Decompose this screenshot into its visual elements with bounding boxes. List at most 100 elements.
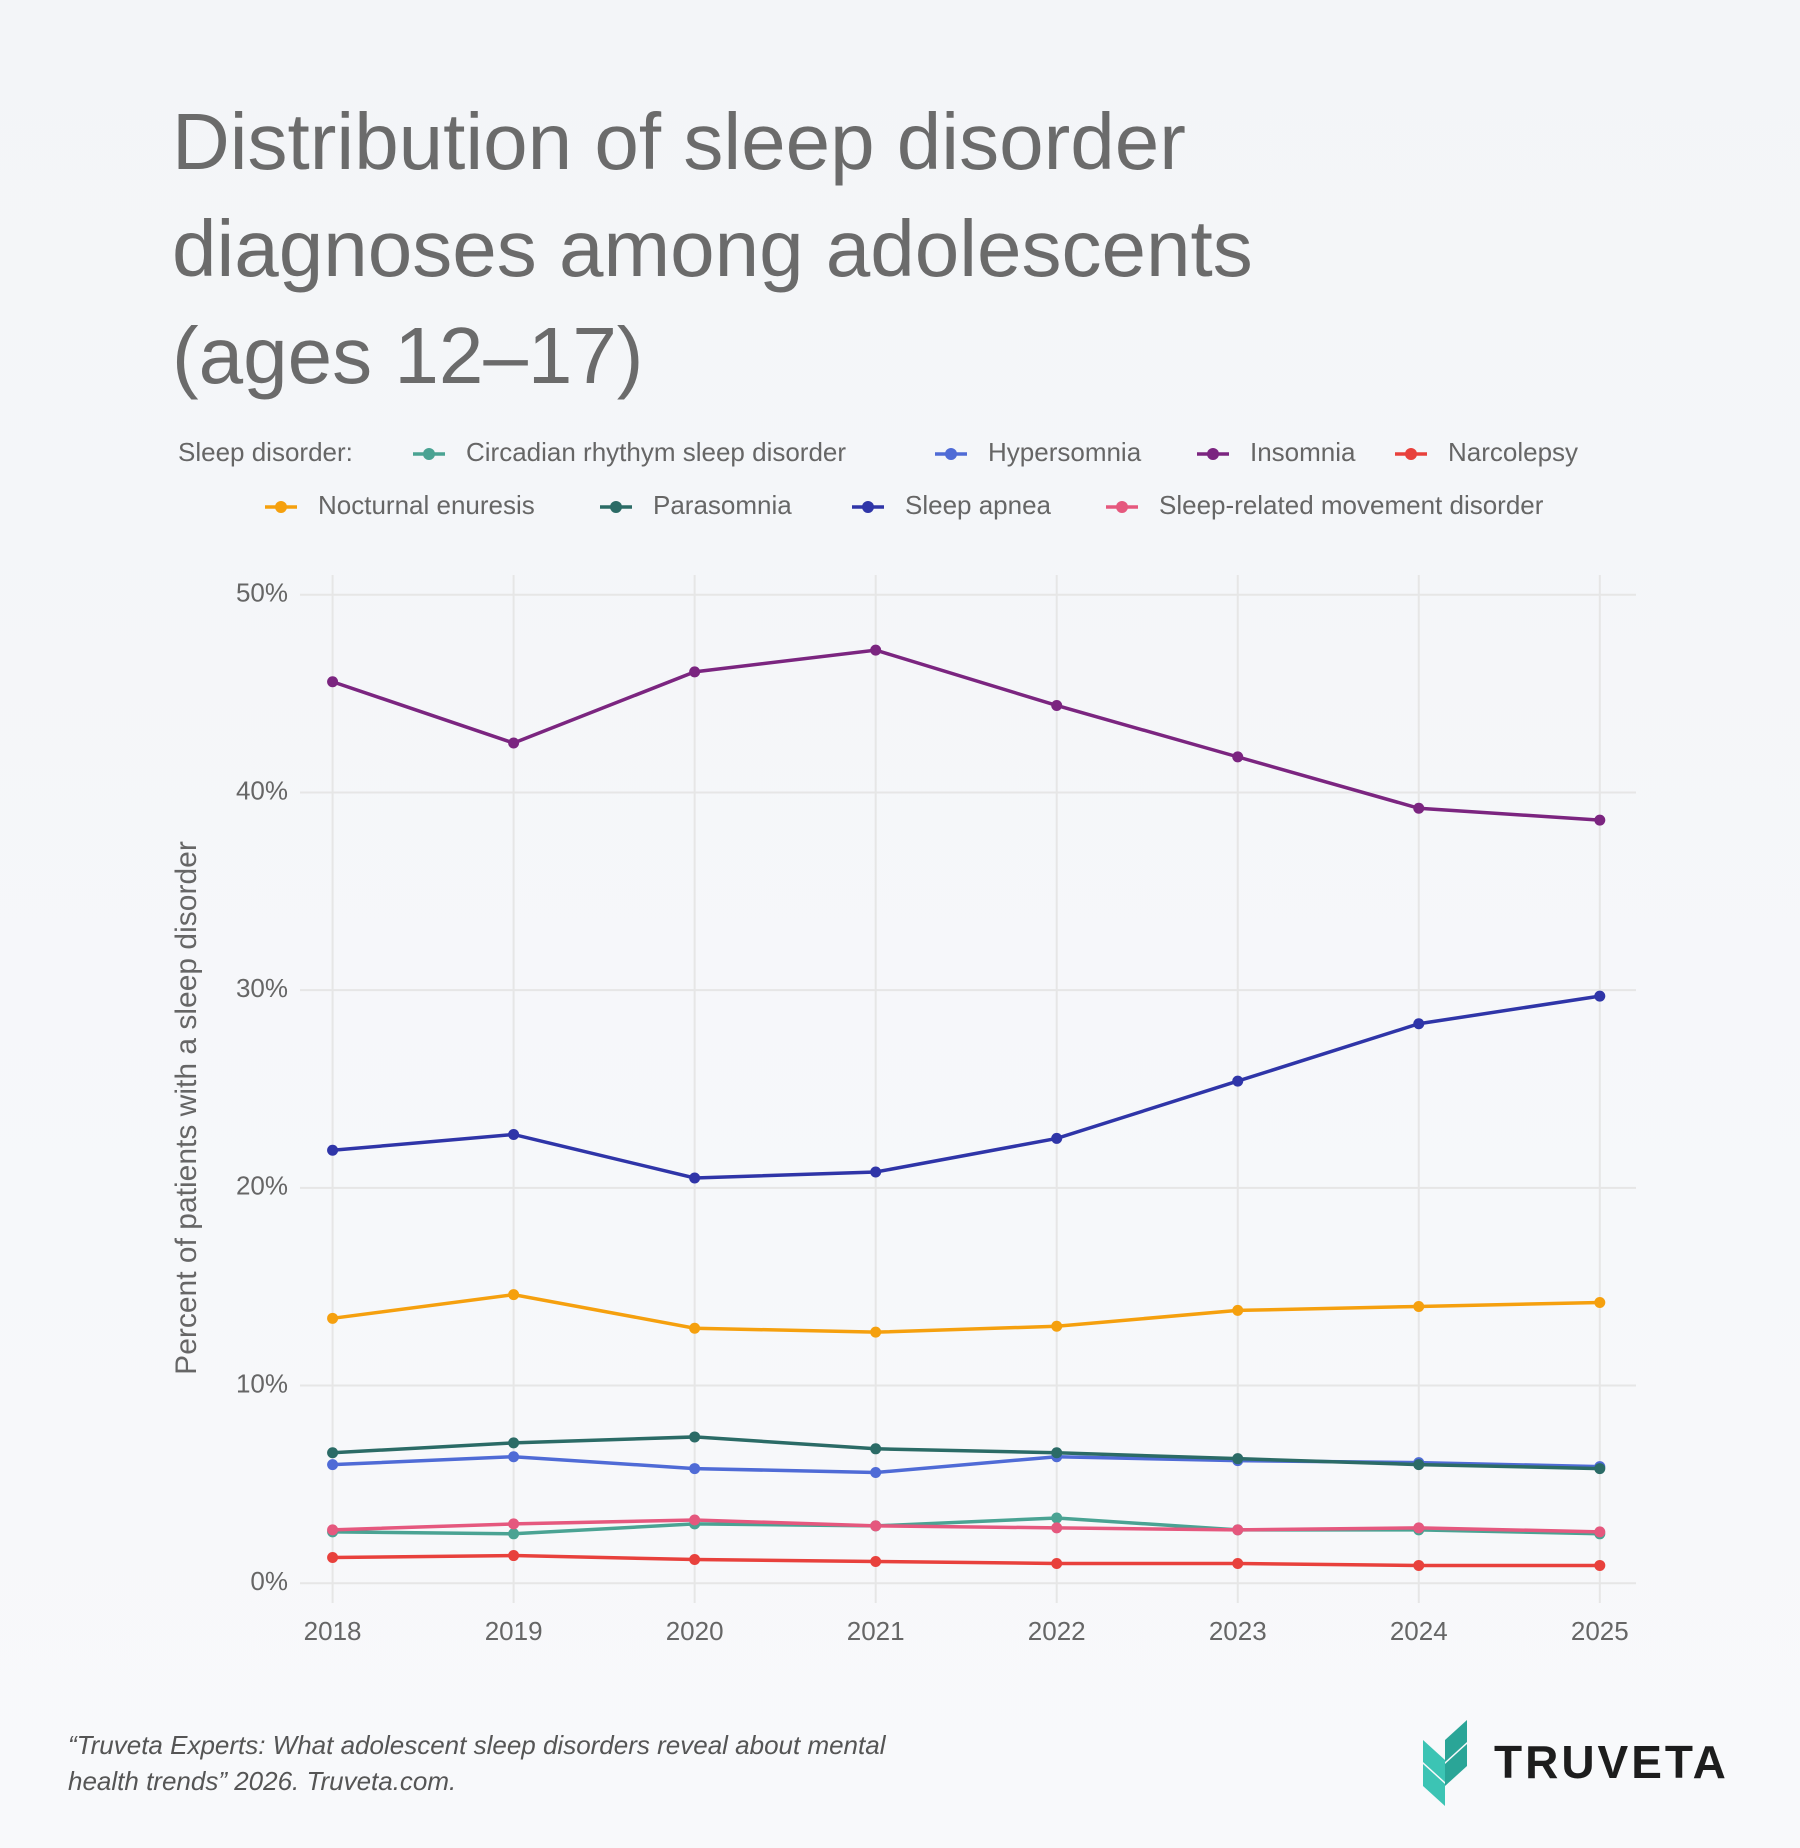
data-point — [1051, 1557, 1063, 1569]
data-point — [870, 1326, 882, 1338]
data-point — [689, 1463, 701, 1475]
legend-label: Narcolepsy — [1448, 437, 1578, 467]
data-point — [327, 1459, 339, 1471]
x-tick-label: 2020 — [666, 1616, 724, 1646]
x-tick-label: 2023 — [1209, 1616, 1267, 1646]
data-point — [1413, 802, 1425, 814]
data-point — [1051, 1522, 1063, 1534]
source-note: “Truveta Experts: What adolescent sleep … — [68, 1730, 886, 1796]
data-point — [508, 1128, 520, 1140]
legend-item: Nocturnal enuresis — [265, 490, 535, 520]
y-tick-label: 40% — [236, 775, 288, 805]
data-point — [1413, 1300, 1425, 1312]
legend-item: Insomnia — [1197, 437, 1356, 467]
data-point — [1051, 1447, 1063, 1459]
data-point — [327, 1312, 339, 1324]
y-tick-label: 10% — [236, 1368, 288, 1398]
legend-swatch — [1116, 501, 1128, 513]
data-point — [1051, 1132, 1063, 1144]
data-point — [1594, 1526, 1606, 1538]
data-point — [689, 1172, 701, 1184]
data-point — [508, 1437, 520, 1449]
data-point — [689, 1554, 701, 1566]
data-point — [327, 1552, 339, 1564]
legend-swatch — [1405, 448, 1417, 460]
x-tick-label: 2024 — [1390, 1616, 1448, 1646]
legend-swatch — [862, 501, 874, 513]
y-axis-title: Percent of patients with a sleep disorde… — [170, 841, 203, 1375]
legend-item: Hypersomnia — [935, 437, 1142, 467]
data-point — [1232, 1557, 1244, 1569]
x-tick-label: 2021 — [847, 1616, 905, 1646]
legend-label: Insomnia — [1250, 437, 1356, 467]
legend-label: Sleep-related movement disorder — [1159, 490, 1544, 520]
data-point — [1594, 1559, 1606, 1571]
data-point — [327, 1144, 339, 1156]
data-point — [1051, 1512, 1063, 1524]
data-point — [508, 1451, 520, 1463]
data-point — [1051, 1320, 1063, 1332]
data-point — [1413, 1522, 1425, 1534]
series-line — [332, 1435, 1600, 1471]
data-point — [1232, 1304, 1244, 1316]
data-point — [689, 1514, 701, 1526]
data-point — [1413, 1459, 1425, 1471]
data-point — [1594, 990, 1606, 1002]
data-point — [1594, 1463, 1606, 1475]
series-line — [332, 994, 1601, 1180]
legend-label: Circadian rhythym sleep disorder — [466, 437, 846, 467]
data-point — [1594, 814, 1606, 826]
y-tick-label: 30% — [236, 973, 288, 1003]
data-point — [1232, 1524, 1244, 1536]
data-point — [508, 1518, 520, 1530]
data-point — [870, 1520, 882, 1532]
legend-label: Hypersomnia — [988, 437, 1142, 467]
data-point — [1413, 1559, 1425, 1571]
data-point — [1232, 1075, 1244, 1087]
series — [327, 1289, 1606, 1338]
y-tick-label: 20% — [236, 1171, 288, 1201]
series-line — [332, 1553, 1600, 1568]
series — [327, 644, 1606, 826]
data-point — [327, 676, 339, 688]
legend-swatch — [610, 501, 622, 513]
x-tick-label: 2022 — [1028, 1616, 1086, 1646]
data-point — [870, 1166, 882, 1178]
legend-item: Parasomnia — [600, 490, 792, 520]
data-point — [870, 1467, 882, 1479]
series — [327, 1550, 1606, 1571]
series — [327, 1431, 1606, 1475]
data-point — [689, 1431, 701, 1443]
data-point — [508, 1528, 520, 1540]
data-point — [508, 1289, 520, 1301]
data-point — [1051, 699, 1063, 711]
data-point — [327, 1447, 339, 1459]
legend-item: Circadian rhythym sleep disorder — [413, 437, 846, 467]
data-point — [1232, 751, 1244, 763]
data-point — [689, 1322, 701, 1334]
data-point — [1232, 1453, 1244, 1465]
series-line — [332, 1518, 1600, 1534]
legend-item: Narcolepsy — [1395, 437, 1578, 467]
legend-swatch — [1207, 448, 1219, 460]
data-point — [689, 666, 701, 678]
data-point — [870, 1555, 882, 1567]
legend-label: Nocturnal enuresis — [318, 490, 535, 520]
chart-title: Distribution of sleep disorder diagnoses… — [172, 97, 1253, 400]
data-point — [870, 1443, 882, 1455]
x-tick-label: 2018 — [304, 1616, 362, 1646]
data-point — [1594, 1297, 1606, 1309]
legend-swatch — [423, 448, 435, 460]
y-tick-label: 50% — [236, 578, 288, 608]
legend-item: Sleep-related movement disorder — [1106, 490, 1544, 520]
series-line — [332, 648, 1600, 822]
brand: TRUVETA — [1494, 1736, 1729, 1788]
y-tick-label: 0% — [250, 1566, 288, 1596]
legend-swatch — [945, 448, 957, 460]
legend-swatch — [275, 501, 287, 513]
series — [327, 990, 1606, 1184]
logo-icon — [1423, 1720, 1467, 1806]
legend-item: Sleep apnea — [852, 490, 1052, 520]
